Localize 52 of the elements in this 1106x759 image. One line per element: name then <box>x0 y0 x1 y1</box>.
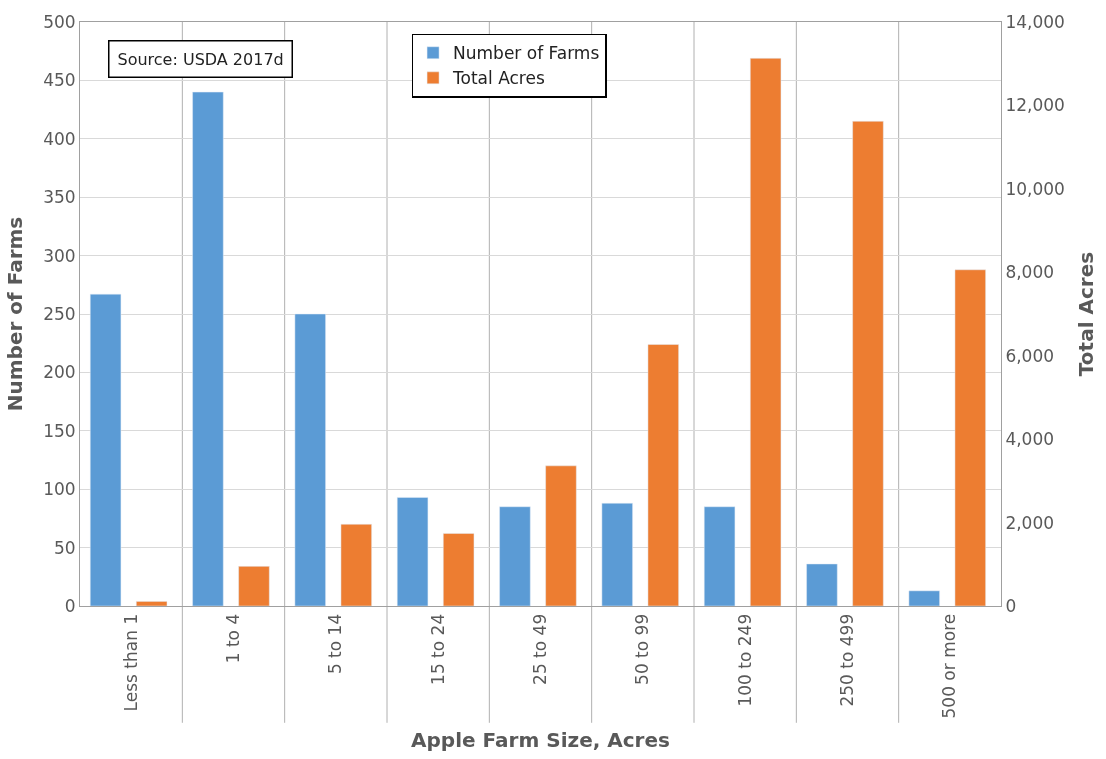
y2-tick-label: 6,000 <box>1005 345 1055 366</box>
y-tick-label: 200 <box>43 362 76 383</box>
y2-tick-label: 0 <box>1005 595 1017 616</box>
y2-tick-label: 14,000 <box>1005 11 1065 32</box>
bar <box>443 533 475 606</box>
bar <box>294 313 326 606</box>
y-tick-label: 50 <box>53 537 76 558</box>
x-tick-label: 250 to 499 <box>837 613 858 707</box>
bar <box>545 465 577 606</box>
bar <box>238 566 270 606</box>
bar <box>136 601 168 606</box>
x-tick-label: 1 to 4 <box>223 613 244 664</box>
y-tick-label: 250 <box>43 303 76 324</box>
bar <box>89 293 122 606</box>
bar <box>750 58 782 606</box>
y-tick-label: 400 <box>43 128 76 149</box>
y-axis-title: Number of Farms <box>2 216 27 412</box>
x-axis-title: Apple Farm Size, Acres <box>411 727 670 752</box>
x-tick-label: 50 to 99 <box>632 613 653 685</box>
bar <box>647 344 679 606</box>
y-tick-label: 450 <box>43 70 76 91</box>
y2-tick-label: 8,000 <box>1005 262 1055 283</box>
legend-label: Number of Farms <box>453 43 600 64</box>
y-tick-label: 350 <box>43 187 76 208</box>
bar <box>396 497 429 606</box>
x-tick-label: 5 to 14 <box>325 613 346 675</box>
y-tick-label: 300 <box>43 245 76 266</box>
y-tick-label: 100 <box>43 479 76 500</box>
legend-label: Total Acres <box>452 68 545 89</box>
bar <box>340 523 372 606</box>
y-tick-label: 0 <box>64 595 76 616</box>
x-tick-label: Less than 1 <box>120 613 141 712</box>
x-tick-label: 15 to 24 <box>427 613 448 685</box>
y2-axis-title: Total Acres <box>1074 251 1099 377</box>
y-tick-label: 500 <box>43 11 76 32</box>
y2-tick-label: 4,000 <box>1005 429 1055 450</box>
y2-tick-label: 12,000 <box>1005 95 1065 116</box>
annotation: Source: USDA 2017d <box>117 49 284 69</box>
y2-tick-label: 2,000 <box>1005 512 1055 533</box>
bar <box>806 563 838 606</box>
bar <box>852 121 884 606</box>
y2-tick-label: 10,000 <box>1005 178 1065 199</box>
bar <box>954 269 986 606</box>
bar <box>703 506 736 606</box>
x-tick-label: 500 or more <box>939 613 960 719</box>
bar <box>908 590 940 606</box>
x-tick-label: 100 to 249 <box>734 613 755 707</box>
x-tick-label: 25 to 49 <box>530 613 551 685</box>
y-tick-label: 150 <box>43 420 76 441</box>
bar <box>601 502 633 606</box>
bar <box>499 506 531 606</box>
bar <box>192 91 224 606</box>
